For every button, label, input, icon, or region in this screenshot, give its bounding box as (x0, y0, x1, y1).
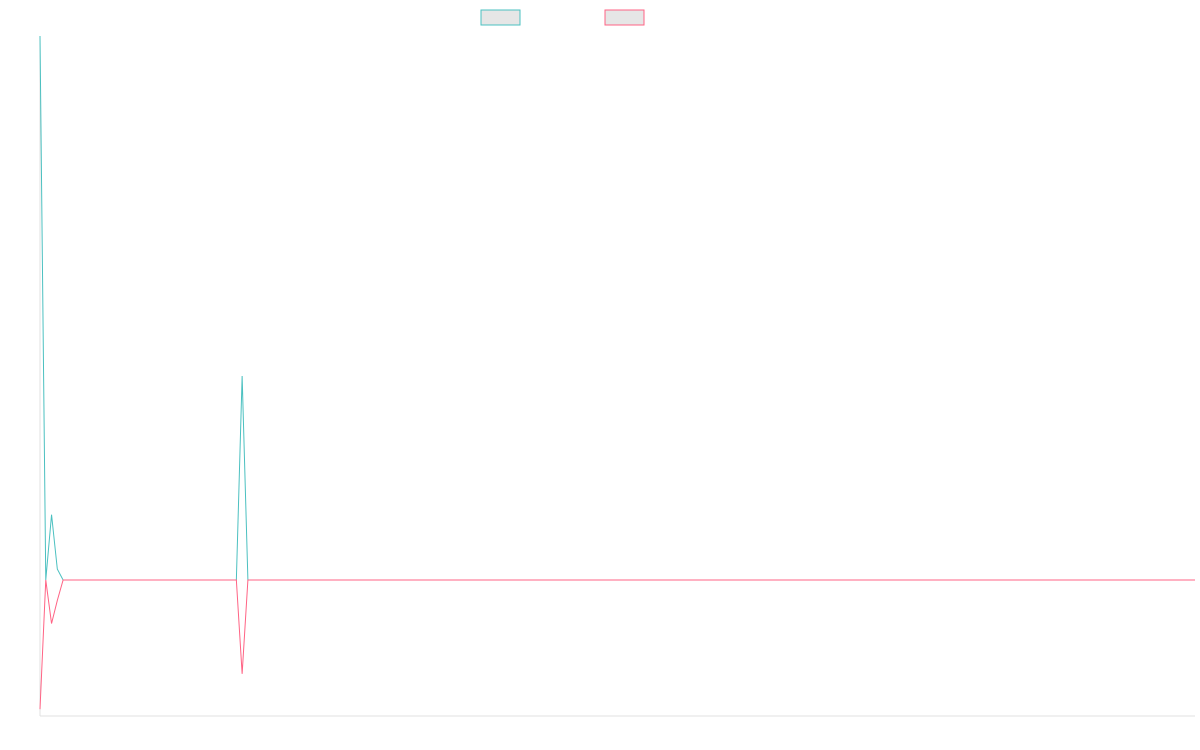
series-line-1 (39, 35, 1195, 581)
chart-legend (480, 9, 645, 26)
legend-swatch-1[interactable] (480, 9, 521, 26)
series-line-2 (39, 579, 1195, 710)
chart-series (39, 35, 1195, 710)
chart-axes (39, 36, 1195, 717)
legend-swatch-2[interactable] (604, 9, 645, 26)
